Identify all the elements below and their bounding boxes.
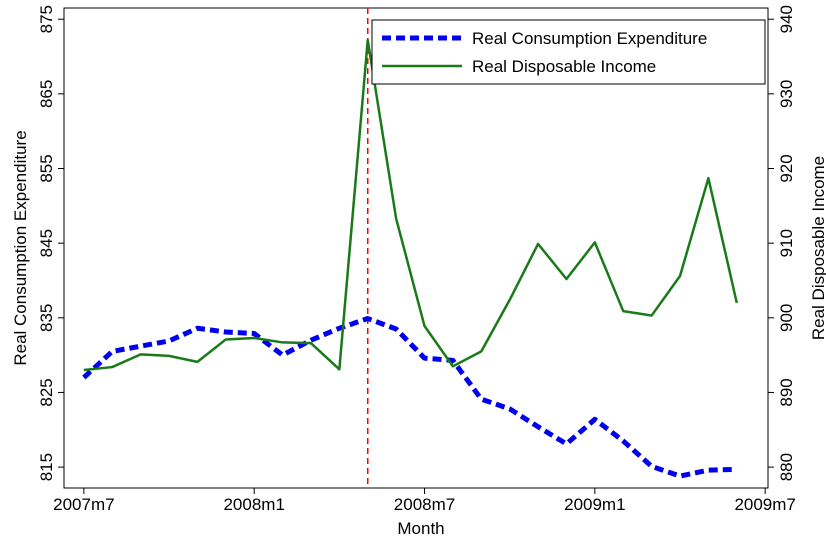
y-tick-label: 835 [37,304,56,332]
plot-frame [63,7,769,489]
y-tick-label: 845 [37,229,56,257]
x-tick-label: 2009m7 [734,495,795,514]
y-tick-label: 815 [37,453,56,481]
x-tick-label: 2007m7 [53,495,114,514]
legend-label: Real Consumption Expenditure [472,29,707,48]
y-axis-title: Real Consumption Expenditure [11,130,30,365]
y2-tick-label: 880 [777,453,796,481]
series-line [82,316,737,479]
x-tick-label: 2008m1 [223,495,284,514]
y2-tick-label: 920 [777,154,796,182]
y-tick-label: 875 [37,5,56,33]
y-tick-label: 855 [37,154,56,182]
y2-tick-label: 910 [777,229,796,257]
x-tick-label: 2009m1 [564,495,625,514]
y-tick-label: 865 [37,80,56,108]
y2-tick-label: 900 [777,304,796,332]
y2-axis-title: Real Disposable Income [809,156,826,340]
legend-label: Real Disposable Income [472,57,656,76]
x-tick-label: 2008m7 [394,495,455,514]
series-line [83,38,738,372]
y-tick-label: 825 [37,378,56,406]
y2-tick-label: 940 [777,5,796,33]
y2-tick-label: 930 [777,80,796,108]
y2-tick-label: 890 [777,378,796,406]
x-axis-title: Month [397,519,444,538]
legend-box [371,19,766,85]
